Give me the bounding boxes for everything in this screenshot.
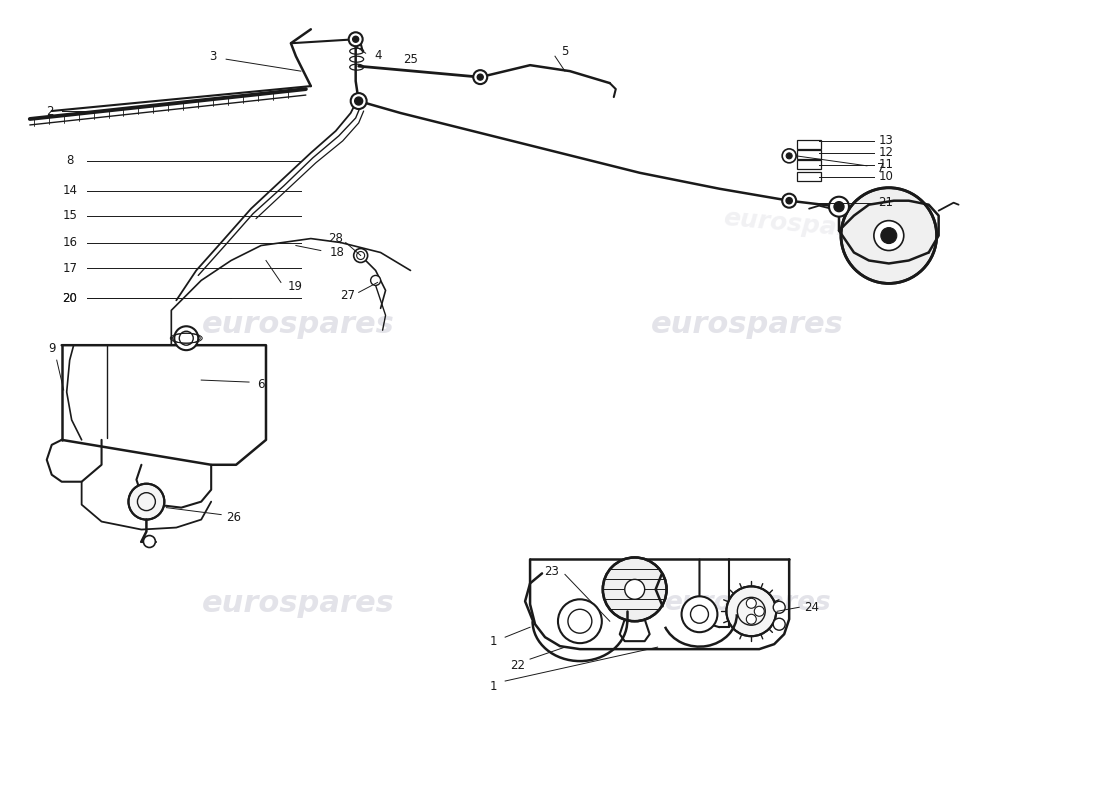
Text: eurospares: eurospares [723, 206, 882, 243]
Circle shape [473, 70, 487, 84]
Circle shape [129, 484, 164, 519]
Text: 28: 28 [328, 232, 343, 245]
Text: 19: 19 [287, 280, 303, 293]
Text: eurospares: eurospares [651, 310, 844, 338]
Circle shape [603, 558, 667, 622]
Text: 3: 3 [209, 50, 217, 62]
Text: 27: 27 [340, 289, 355, 302]
Circle shape [842, 188, 937, 283]
Circle shape [782, 194, 796, 208]
Text: 11: 11 [878, 158, 893, 171]
Bar [798, 150, 821, 159]
Bar [798, 172, 821, 181]
Circle shape [726, 586, 777, 636]
Text: 2: 2 [46, 105, 54, 118]
Circle shape [354, 97, 363, 105]
Circle shape [746, 598, 757, 608]
Text: 5: 5 [561, 45, 569, 58]
Circle shape [143, 535, 155, 547]
Bar [798, 140, 821, 149]
Circle shape [625, 579, 645, 599]
Text: 7: 7 [877, 162, 884, 175]
Text: 12: 12 [878, 146, 893, 159]
Circle shape [755, 606, 764, 616]
Text: 21: 21 [878, 196, 893, 209]
Circle shape [477, 74, 483, 80]
Circle shape [773, 602, 785, 614]
Text: 13: 13 [879, 134, 893, 147]
Circle shape [351, 93, 366, 109]
Text: 8: 8 [66, 154, 74, 167]
Text: eurospares: eurospares [664, 590, 830, 616]
Text: eurospares: eurospares [201, 589, 394, 618]
Text: 24: 24 [804, 601, 820, 614]
Circle shape [786, 198, 792, 204]
Text: 22: 22 [510, 658, 526, 671]
Circle shape [371, 275, 381, 286]
Text: eurospares: eurospares [201, 310, 394, 338]
Text: 17: 17 [63, 262, 77, 275]
Circle shape [834, 202, 844, 212]
Circle shape [746, 614, 757, 624]
Circle shape [773, 618, 785, 630]
Circle shape [349, 32, 363, 46]
Circle shape [881, 228, 896, 243]
Text: 4: 4 [375, 49, 383, 62]
Circle shape [174, 326, 198, 350]
Text: 6: 6 [257, 378, 265, 390]
Circle shape [682, 596, 717, 632]
Circle shape [786, 153, 792, 159]
Text: 14: 14 [63, 184, 77, 198]
Text: 1: 1 [490, 681, 497, 694]
Text: 20: 20 [63, 292, 77, 305]
Text: 25: 25 [403, 53, 418, 66]
Text: 23: 23 [544, 565, 560, 578]
Circle shape [353, 36, 359, 42]
Text: 9: 9 [48, 342, 55, 354]
Circle shape [782, 149, 796, 163]
Text: 15: 15 [63, 209, 77, 222]
Text: 20: 20 [63, 292, 77, 305]
Circle shape [873, 221, 904, 250]
Text: 26: 26 [227, 511, 242, 524]
Circle shape [354, 249, 367, 262]
Circle shape [179, 331, 194, 345]
Circle shape [558, 599, 602, 643]
Text: 18: 18 [329, 246, 344, 259]
Circle shape [829, 197, 849, 217]
Text: 16: 16 [63, 236, 77, 249]
Bar [798, 160, 821, 169]
Text: 10: 10 [879, 170, 893, 183]
Text: 1: 1 [490, 634, 497, 648]
